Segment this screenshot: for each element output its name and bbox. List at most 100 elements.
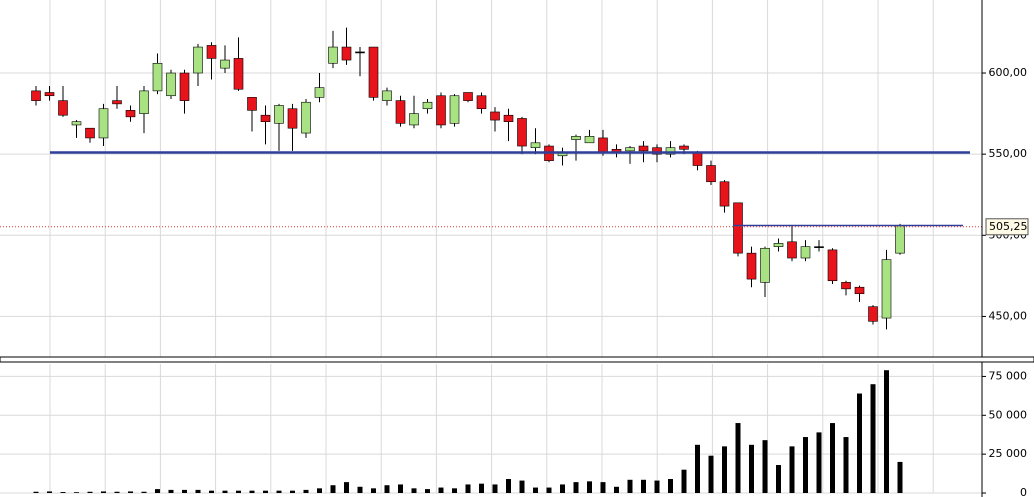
volume-bar xyxy=(236,490,241,493)
candle-body xyxy=(517,118,527,147)
candle-body xyxy=(800,246,811,259)
candle-body xyxy=(733,202,743,254)
candle-body xyxy=(476,95,487,110)
candle-body xyxy=(31,90,41,101)
candle-body xyxy=(44,92,55,97)
candle-body xyxy=(166,72,176,97)
candle-body xyxy=(814,246,824,248)
volume-bar xyxy=(344,482,349,493)
candle-body xyxy=(895,225,905,254)
volume-bar xyxy=(303,489,309,493)
volume-bar xyxy=(411,488,417,493)
volume-bar xyxy=(263,490,268,493)
candle-body xyxy=(841,282,851,290)
candle-body xyxy=(314,87,325,98)
volume-bar xyxy=(398,484,403,493)
volume-bar xyxy=(816,432,822,493)
candle-body xyxy=(787,241,797,259)
last-price-label: 505,25 xyxy=(989,220,1028,233)
volume-bar xyxy=(60,492,66,493)
volume-bar xyxy=(668,479,673,493)
candle-body xyxy=(206,45,217,59)
volume-bar xyxy=(843,437,849,493)
volume-bar xyxy=(722,446,727,493)
candle-body xyxy=(679,145,689,150)
candle-body xyxy=(571,136,581,140)
candle-body xyxy=(719,181,730,207)
volume-bar xyxy=(168,489,174,493)
y-tick-label: 600,00 xyxy=(989,66,1028,79)
last-price-box xyxy=(985,218,1029,236)
volume-bar xyxy=(47,491,52,493)
y-tick-label: 0 xyxy=(1020,486,1027,497)
candle-body xyxy=(760,247,770,283)
volume-bar xyxy=(506,479,511,493)
volume-bar xyxy=(546,487,552,493)
candle-body xyxy=(652,147,662,155)
pane-separator xyxy=(0,356,1034,363)
candle-body xyxy=(854,286,865,295)
volume-bar xyxy=(114,491,120,493)
volume-bar xyxy=(101,491,106,493)
candle-body xyxy=(58,100,68,116)
volume-bar xyxy=(357,486,363,493)
candle-body xyxy=(220,59,230,69)
volume-bar xyxy=(74,492,79,493)
volume-bar xyxy=(222,490,228,493)
candle-body xyxy=(881,259,892,319)
volume-bar xyxy=(182,489,187,493)
volume-bar xyxy=(276,490,282,493)
candle-body xyxy=(355,51,365,54)
candle-body xyxy=(233,58,244,90)
volume-bar xyxy=(587,481,592,493)
candle-body xyxy=(193,46,203,74)
volume-bar xyxy=(290,490,295,493)
volume-bar xyxy=(249,490,255,493)
candle-body xyxy=(112,100,122,105)
candle-body xyxy=(152,62,163,92)
candle-body xyxy=(503,114,514,123)
candle-body xyxy=(827,249,838,282)
candle-body xyxy=(71,121,82,126)
volume-bar xyxy=(776,465,781,493)
volume-bar xyxy=(425,489,430,493)
candle-body xyxy=(598,137,608,153)
volume-bar xyxy=(627,479,633,493)
candle-body xyxy=(260,114,271,123)
candle-body xyxy=(868,306,878,322)
volume-bar xyxy=(654,480,660,493)
volume-bar xyxy=(33,491,39,493)
volume-bar xyxy=(695,444,700,493)
volume-bar xyxy=(519,480,525,493)
candle-body xyxy=(638,145,649,152)
volume-bar xyxy=(384,485,390,493)
volume-bar xyxy=(708,455,714,493)
volume-bar xyxy=(762,440,768,493)
volume-bar xyxy=(128,491,133,493)
volume-bar xyxy=(600,482,606,493)
volume-bar xyxy=(614,486,619,493)
y-tick-label: 450,00 xyxy=(989,309,1028,322)
volume-bar xyxy=(641,479,646,493)
candle-body xyxy=(773,243,784,247)
candle-body xyxy=(98,108,109,139)
volume-bar xyxy=(465,484,471,493)
volume-bar xyxy=(141,491,147,493)
volume-bar xyxy=(195,489,201,493)
candle-body xyxy=(625,147,635,152)
volume-bar xyxy=(330,485,336,493)
candle-body xyxy=(382,90,392,101)
volume-bar xyxy=(884,370,889,493)
candle-body xyxy=(247,97,257,111)
volume-bar xyxy=(897,461,903,493)
candle-body xyxy=(301,101,311,134)
y-tick-label: 25 000 xyxy=(989,447,1028,460)
candle-body xyxy=(274,105,284,124)
y-tick-label: 50 000 xyxy=(989,408,1028,421)
volume-bar xyxy=(209,490,214,493)
y-tick-label: 550,00 xyxy=(989,147,1028,160)
candle-body xyxy=(125,110,136,118)
candle-body xyxy=(139,90,149,114)
candle-body xyxy=(490,111,500,121)
volume-bar xyxy=(749,444,754,493)
